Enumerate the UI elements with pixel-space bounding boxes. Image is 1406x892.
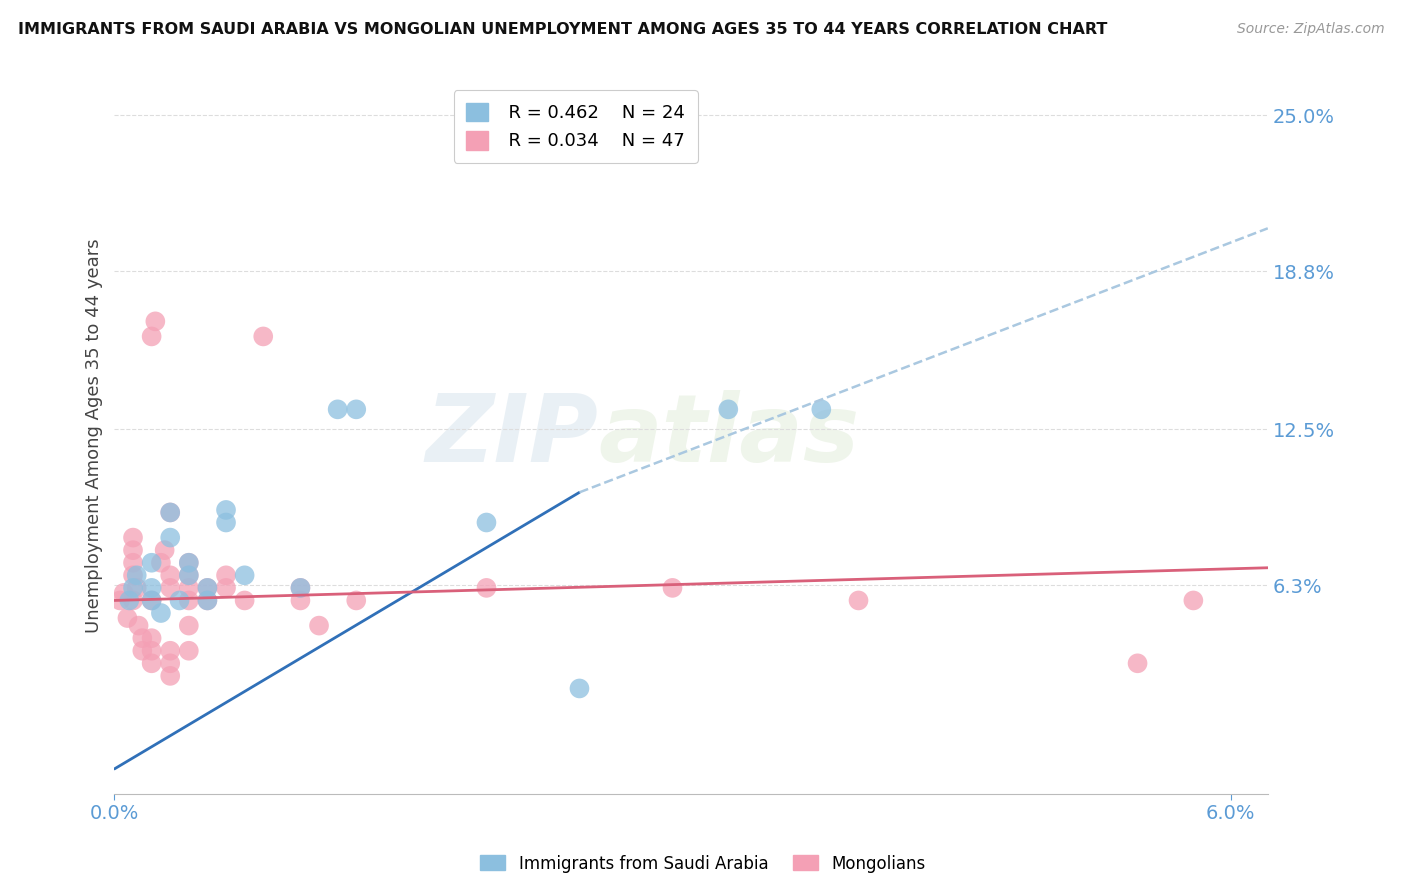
Point	[197, 581, 219, 595]
Point	[159, 669, 181, 683]
Point	[141, 631, 163, 645]
Point	[141, 644, 163, 658]
Point	[141, 581, 163, 595]
Point	[159, 505, 181, 519]
Point	[122, 543, 145, 558]
Point	[141, 556, 163, 570]
Text: atlas: atlas	[599, 390, 860, 482]
Point	[197, 593, 219, 607]
Point	[125, 568, 148, 582]
Point	[159, 657, 181, 671]
Point	[177, 568, 200, 582]
Point	[233, 568, 256, 582]
Point	[159, 531, 181, 545]
Point	[141, 329, 163, 343]
Point	[344, 402, 367, 417]
Point	[143, 314, 166, 328]
Point	[117, 611, 139, 625]
Point	[159, 568, 181, 582]
Point	[215, 581, 238, 595]
Point	[177, 581, 200, 595]
Point	[290, 581, 312, 595]
Point	[344, 593, 367, 607]
Point	[118, 593, 141, 607]
Point	[141, 593, 163, 607]
Point	[177, 644, 200, 658]
Point	[149, 556, 172, 570]
Point	[475, 516, 498, 530]
Text: IMMIGRANTS FROM SAUDI ARABIA VS MONGOLIAN UNEMPLOYMENT AMONG AGES 35 TO 44 YEARS: IMMIGRANTS FROM SAUDI ARABIA VS MONGOLIA…	[18, 22, 1108, 37]
Point	[1126, 657, 1149, 671]
Point	[112, 586, 135, 600]
Point	[153, 543, 176, 558]
Point	[197, 593, 219, 607]
Point	[717, 402, 740, 417]
Point	[131, 644, 153, 658]
Point	[810, 402, 832, 417]
Point	[290, 581, 312, 595]
Point	[215, 503, 238, 517]
Point	[197, 581, 219, 595]
Point	[122, 568, 145, 582]
Point	[131, 631, 153, 645]
Point	[125, 581, 148, 595]
Point	[215, 568, 238, 582]
Point	[848, 593, 870, 607]
Point	[177, 568, 200, 582]
Point	[122, 581, 145, 595]
Point	[122, 593, 145, 607]
Point	[308, 618, 330, 632]
Point	[661, 581, 683, 595]
Point	[108, 593, 131, 607]
Point	[215, 516, 238, 530]
Point	[122, 531, 145, 545]
Point	[177, 618, 200, 632]
Point	[475, 581, 498, 595]
Point	[177, 593, 200, 607]
Point	[159, 581, 181, 595]
Point	[141, 657, 163, 671]
Point	[169, 593, 191, 607]
Y-axis label: Unemployment Among Ages 35 to 44 years: Unemployment Among Ages 35 to 44 years	[86, 238, 103, 633]
Point	[233, 593, 256, 607]
Point	[159, 505, 181, 519]
Point	[1182, 593, 1205, 607]
Point	[149, 606, 172, 620]
Legend: Immigrants from Saudi Arabia, Mongolians: Immigrants from Saudi Arabia, Mongolians	[474, 848, 932, 880]
Point	[290, 593, 312, 607]
Point	[122, 556, 145, 570]
Point	[159, 644, 181, 658]
Point	[128, 618, 150, 632]
Text: Source: ZipAtlas.com: Source: ZipAtlas.com	[1237, 22, 1385, 37]
Legend:   R = 0.462    N = 24,   R = 0.034    N = 47: R = 0.462 N = 24, R = 0.034 N = 47	[454, 90, 697, 163]
Point	[141, 593, 163, 607]
Point	[177, 556, 200, 570]
Point	[326, 402, 349, 417]
Text: ZIP: ZIP	[426, 390, 599, 482]
Point	[568, 681, 591, 696]
Point	[177, 556, 200, 570]
Point	[252, 329, 274, 343]
